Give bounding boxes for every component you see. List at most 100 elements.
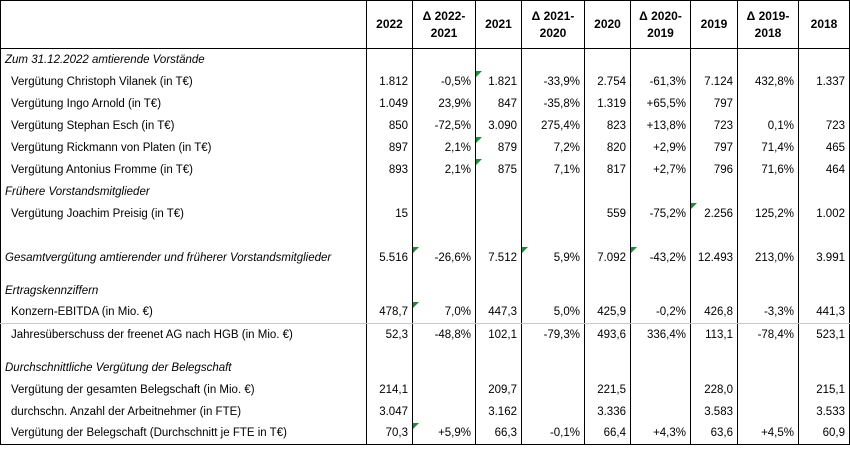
compensation-table: 2022 Δ 2022- 2021 2021 Δ 2021- 2020 2020 Δ 2020… — [0, 0, 850, 445]
value-cell: 3.047 — [366, 400, 413, 423]
value-cell: 70,3 — [366, 422, 413, 445]
value-cell — [412, 400, 476, 423]
value-cell: 1.049 — [366, 92, 413, 115]
value-cell: -3,3% — [737, 301, 799, 324]
section-row: Zum 31.12.2022 amtierende Vorstände — [0, 48, 850, 71]
value-cell — [475, 224, 522, 247]
value-cell — [475, 48, 522, 71]
value-cell: 3.336 — [584, 400, 631, 423]
column-header-line: 2022 — [376, 17, 403, 31]
value-cell: 7,1% — [521, 158, 585, 181]
value-cell — [521, 180, 585, 203]
value-cell — [737, 48, 799, 71]
value-cell: 823 — [584, 114, 631, 137]
header-label-cell — [0, 0, 367, 49]
row-label-cell: Zum 31.12.2022 amtierende Vorstände — [0, 48, 367, 71]
value-cell — [630, 378, 691, 401]
value-cell: +4,3% — [630, 422, 691, 445]
value-cell: 523,1 — [798, 323, 850, 346]
value-cell: 441,3 — [798, 301, 850, 324]
value-cell — [584, 268, 631, 280]
row-label: Vergütung Stephan Esch (in T€) — [11, 119, 175, 132]
value-cell: 7,0% — [412, 301, 476, 324]
value-cell — [521, 356, 585, 379]
value-cell: 432,8% — [737, 70, 799, 93]
value-cell: 1.002 — [798, 202, 850, 225]
value-cell: 820 — [584, 136, 631, 159]
column-header-line: Δ 2020- — [639, 8, 682, 23]
value-cell — [521, 224, 585, 247]
value-cell — [798, 48, 850, 71]
value-cell: +4,5% — [737, 422, 799, 445]
value-cell — [690, 279, 738, 302]
value-cell: 7,2% — [521, 136, 585, 159]
value-cell: -79,3% — [521, 323, 585, 346]
value-cell: -75,2% — [630, 202, 691, 225]
value-cell — [475, 268, 522, 280]
value-cell: 15 — [366, 202, 413, 225]
value-cell: 3.090 — [475, 114, 522, 137]
value-cell — [366, 345, 413, 357]
value-cell: 63,6 — [690, 422, 738, 445]
value-cell: 213,0% — [737, 246, 799, 269]
value-cell — [412, 268, 476, 280]
value-cell — [584, 356, 631, 379]
row-label-cell — [0, 268, 367, 280]
table-row: Jahresüberschuss der freenet AG nach HGB… — [0, 323, 850, 346]
value-cell — [521, 202, 585, 225]
value-cell: 2.754 — [584, 70, 631, 93]
section-row: Frühere Vorstandsmitglieder — [0, 180, 850, 203]
value-cell: -33,9% — [521, 70, 585, 93]
value-cell — [798, 356, 850, 379]
header-row: 2022 Δ 2022- 2021 2021 Δ 2021- 2020 2020 Δ 2020… — [0, 0, 850, 49]
value-cell: 1.821 — [475, 70, 522, 93]
table-row: Vergütung der Belegschaft (Durchschnitt … — [0, 422, 850, 445]
row-label-cell — [0, 345, 367, 357]
value-cell: 7.512 — [475, 246, 522, 269]
value-cell — [690, 268, 738, 280]
row-label-cell: Vergütung Ingo Arnold (in T€) — [0, 92, 367, 115]
value-cell — [521, 279, 585, 302]
value-cell: -0,5% — [412, 70, 476, 93]
value-cell — [584, 48, 631, 71]
spacer-row — [0, 224, 850, 247]
value-cell: 723 — [798, 114, 850, 137]
value-cell: 5,0% — [521, 301, 585, 324]
value-cell: -26,6% — [412, 246, 476, 269]
value-cell: 60,9 — [798, 422, 850, 445]
value-cell: 464 — [798, 158, 850, 181]
value-cell: +13,8% — [630, 114, 691, 137]
value-cell — [737, 356, 799, 379]
value-cell: -35,8% — [521, 92, 585, 115]
value-cell — [412, 224, 476, 247]
value-cell: 52,3 — [366, 323, 413, 346]
value-cell: 817 — [584, 158, 631, 181]
column-header-line: Δ 2022- — [422, 8, 466, 23]
value-cell — [475, 202, 522, 225]
value-cell — [521, 268, 585, 280]
row-label: Frühere Vorstandsmitglieder — [5, 185, 150, 198]
row-label-cell: durchschn. Anzahl der Arbeitnehmer (in F… — [0, 400, 367, 423]
value-cell: 1.812 — [366, 70, 413, 93]
column-header-line: 2018 — [754, 25, 782, 40]
value-cell — [475, 180, 522, 203]
value-cell — [737, 224, 799, 247]
table-row: Vergütung Joachim Preisig (in T€) 15 559 -7… — [0, 202, 850, 225]
value-cell: -43,2% — [630, 246, 691, 269]
value-cell: 5.516 — [366, 246, 413, 269]
value-cell: -0,2% — [630, 301, 691, 324]
value-cell — [412, 180, 476, 203]
value-cell: 2.256 — [690, 202, 738, 225]
value-cell — [521, 400, 585, 423]
column-header-3: Δ 2021- 2020 — [521, 0, 585, 49]
row-label-cell: Jahresüberschuss der freenet AG nach HGB… — [0, 323, 367, 346]
value-cell — [690, 180, 738, 203]
value-cell: 797 — [690, 136, 738, 159]
column-header-line: 2020 — [594, 17, 621, 31]
value-cell — [412, 48, 476, 71]
value-cell: 102,1 — [475, 323, 522, 346]
value-cell — [630, 48, 691, 71]
value-cell: 847 — [475, 92, 522, 115]
value-cell: 425,9 — [584, 301, 631, 324]
value-cell: 71,4% — [737, 136, 799, 159]
